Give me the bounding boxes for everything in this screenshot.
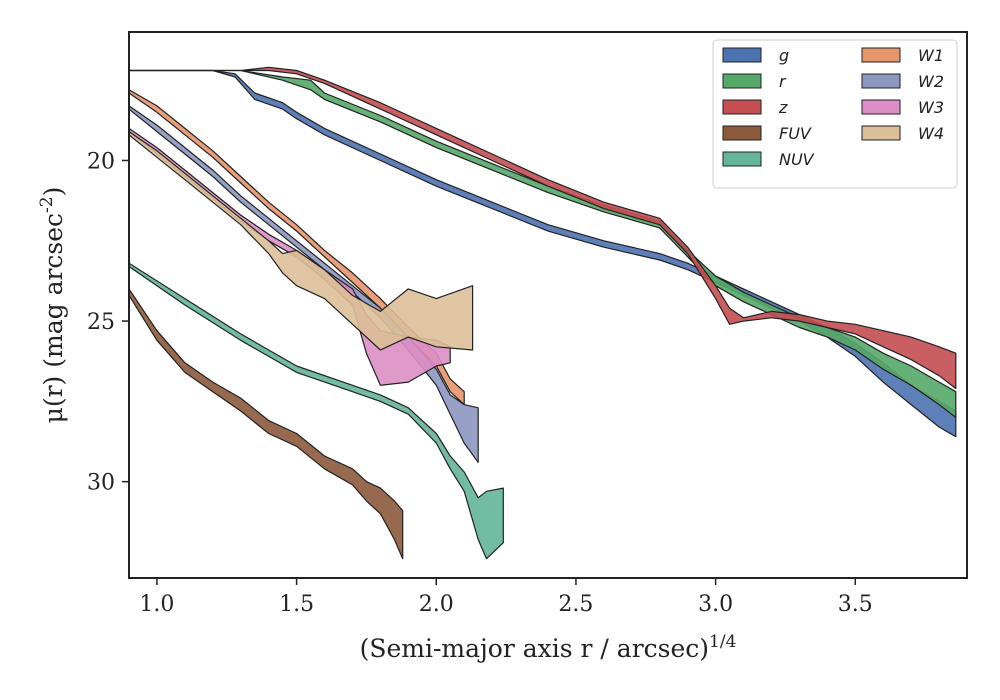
y-tick-label: 30 <box>87 471 115 496</box>
series-band-r <box>129 69 957 418</box>
x-tick-label: 2.5 <box>558 592 593 617</box>
legend-label: z <box>778 98 788 117</box>
legend-label: NUV <box>779 150 815 169</box>
legend-label: W4 <box>918 124 944 143</box>
legend-swatch <box>722 151 762 167</box>
legend-swatch <box>722 125 762 141</box>
x-tick-label: 3.5 <box>838 592 873 617</box>
legend: grz FUV NUV W1 W2 W3 W4 <box>712 39 958 189</box>
legend-swatch <box>722 73 762 89</box>
series-band-w2 <box>129 105 479 463</box>
legend-swatch <box>861 73 901 89</box>
plot-frame <box>128 31 968 579</box>
series-band-z <box>129 66 957 390</box>
y-axis-label: μ(r) (mag arcsec-2) <box>37 187 68 424</box>
legend-label: W1 <box>918 46 944 65</box>
legend-swatch <box>722 99 762 115</box>
y-tick-label: 25 <box>87 310 115 335</box>
legend-label: W3 <box>918 98 944 117</box>
x-tick-label: 3.0 <box>698 592 733 617</box>
x-tick-label: 1.0 <box>139 592 174 617</box>
series-band-nuv <box>129 262 504 560</box>
legend-swatch <box>722 47 762 63</box>
series-band-fuv <box>129 288 404 560</box>
legend-swatch <box>861 99 901 115</box>
legend-swatch <box>861 125 901 141</box>
series-band-g <box>129 69 957 438</box>
series-band-w4 <box>129 131 474 351</box>
series-bands <box>129 66 957 560</box>
legend-label: g <box>779 46 789 65</box>
x-tick-label: 1.5 <box>279 592 314 617</box>
legend-label: r <box>779 72 787 91</box>
x-tick-label: 2.0 <box>419 592 454 617</box>
legend-label: W2 <box>918 72 944 91</box>
y-axis-ticks: 20 25 30 <box>87 149 129 496</box>
legend-label: FUV <box>779 124 812 143</box>
y-tick-label: 20 <box>87 149 115 174</box>
x-axis-label: (Semi-major axis r / arcsec)1/4 <box>360 632 737 663</box>
legend-swatch <box>861 47 901 63</box>
x-axis-ticks: 1.0 1.5 2.0 2.5 3.0 3.5 <box>139 578 873 617</box>
